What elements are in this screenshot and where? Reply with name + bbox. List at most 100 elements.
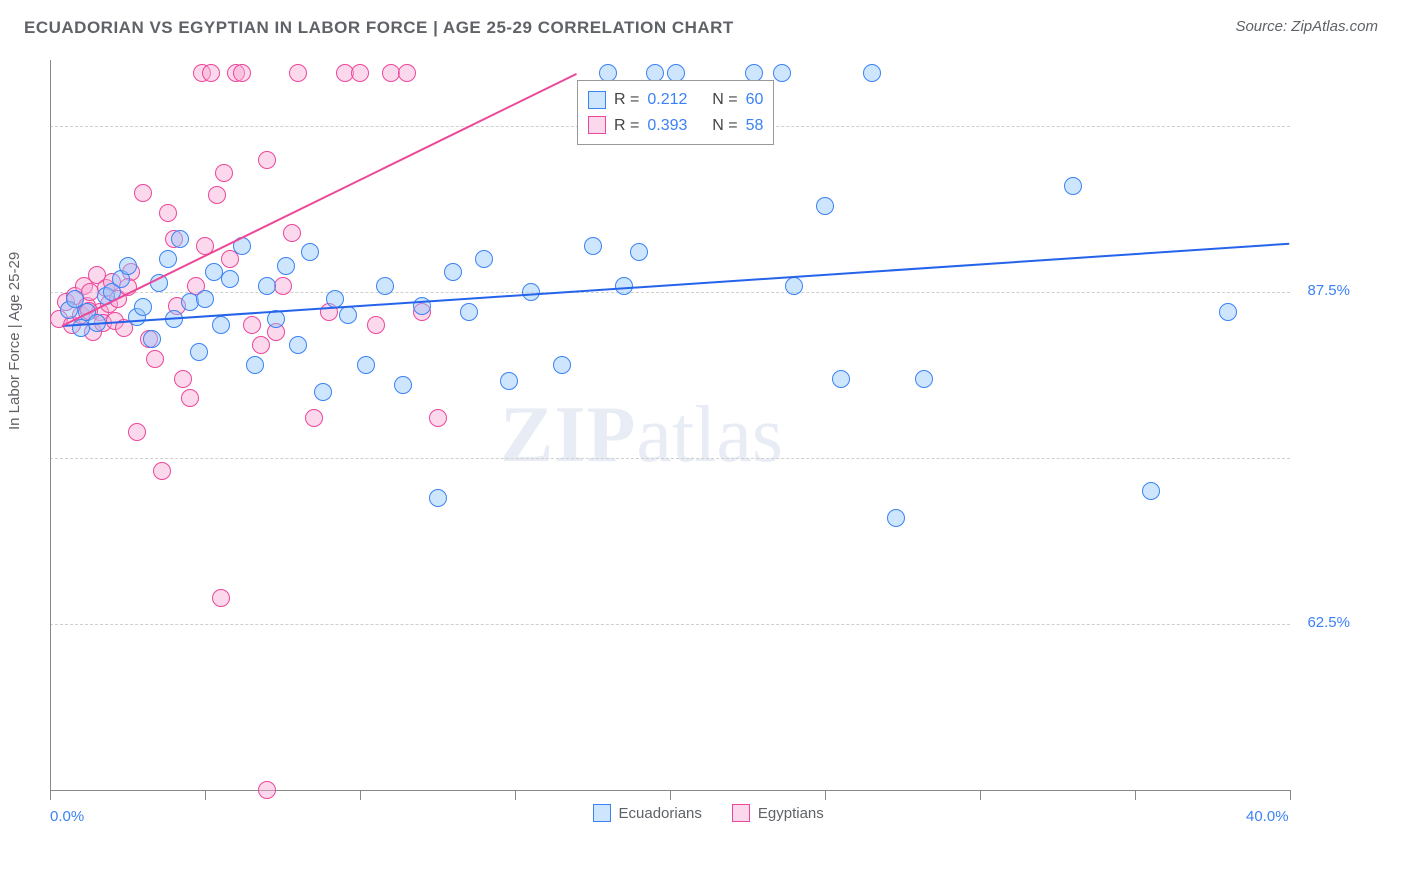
scatter-point — [233, 64, 251, 82]
legend-r-value: 0.212 — [647, 87, 687, 113]
scatter-point — [394, 376, 412, 394]
scatter-point — [1219, 303, 1237, 321]
x-tick-label: 40.0% — [1246, 808, 1289, 825]
scatter-point — [159, 204, 177, 222]
scatter-point — [500, 372, 518, 390]
legend-r-label: R = — [614, 113, 639, 139]
scatter-point — [1064, 177, 1082, 195]
scatter-point — [181, 389, 199, 407]
scatter-point — [376, 277, 394, 295]
scatter-point — [413, 297, 431, 315]
scatter-point — [339, 306, 357, 324]
bottom-legend-item: Ecuadorians — [593, 804, 702, 822]
legend-swatch — [588, 91, 606, 109]
legend-r-value: 0.393 — [647, 113, 687, 139]
scatter-point — [816, 197, 834, 215]
gridline-horizontal — [50, 458, 1290, 459]
scatter-point — [1142, 482, 1160, 500]
x-tick — [825, 790, 826, 800]
bottom-legend: Ecuadorians Egyptians — [593, 804, 824, 822]
scatter-point — [258, 151, 276, 169]
scatter-point — [134, 298, 152, 316]
chart-container: ECUADORIAN VS EGYPTIAN IN LABOR FORCE | … — [0, 0, 1406, 892]
legend-swatch — [593, 804, 611, 822]
scatter-point — [429, 489, 447, 507]
x-tick — [50, 790, 51, 800]
legend-n-value: 58 — [746, 113, 764, 139]
scatter-point — [221, 270, 239, 288]
scatter-point — [143, 330, 161, 348]
scatter-point — [887, 509, 905, 527]
scatter-point — [119, 257, 137, 275]
x-tick — [1290, 790, 1291, 800]
scatter-point — [202, 64, 220, 82]
legend-n-value: 60 — [746, 87, 764, 113]
scatter-point — [367, 316, 385, 334]
scatter-point — [171, 230, 189, 248]
scatter-point — [283, 224, 301, 242]
scatter-point — [553, 356, 571, 374]
y-tick-label: 87.5% — [1307, 282, 1350, 299]
watermark: ZIPatlas — [500, 390, 783, 481]
x-tick — [670, 790, 671, 800]
bottom-legend-item: Egyptians — [732, 804, 824, 822]
scatter-point — [153, 462, 171, 480]
legend-series-label: Egyptians — [758, 805, 824, 822]
stats-legend: R = 0.212 N = 60 R = 0.393 N = 58 — [577, 80, 774, 145]
scatter-point — [289, 336, 307, 354]
x-tick-label: 0.0% — [50, 808, 84, 825]
scatter-point — [277, 257, 295, 275]
scatter-point — [146, 350, 164, 368]
scatter-point — [314, 383, 332, 401]
plot-area: ZIPatlas 62.5% 87.5% 0.0% 40.0% R = 0.212 N =… — [50, 60, 1360, 830]
scatter-point — [159, 250, 177, 268]
scatter-point — [174, 370, 192, 388]
legend-n-label: N = — [712, 113, 737, 139]
scatter-point — [773, 64, 791, 82]
scatter-point — [460, 303, 478, 321]
scatter-point — [196, 290, 214, 308]
scatter-point — [212, 589, 230, 607]
scatter-point — [289, 64, 307, 82]
x-tick — [360, 790, 361, 800]
scatter-point — [134, 184, 152, 202]
scatter-point — [305, 409, 323, 427]
scatter-point — [630, 243, 648, 261]
gridline-horizontal — [50, 624, 1290, 625]
scatter-point — [258, 277, 276, 295]
scatter-point — [444, 263, 462, 281]
scatter-point — [190, 343, 208, 361]
scatter-point — [398, 64, 416, 82]
scatter-point — [274, 277, 292, 295]
legend-n-label: N = — [712, 87, 737, 113]
legend-swatch — [588, 116, 606, 134]
scatter-point — [584, 237, 602, 255]
x-tick — [1135, 790, 1136, 800]
watermark-atlas: atlas — [636, 391, 783, 479]
scatter-point — [258, 781, 276, 799]
watermark-zip: ZIP — [500, 391, 636, 479]
scatter-point — [246, 356, 264, 374]
chart-title: ECUADORIAN VS EGYPTIAN IN LABOR FORCE | … — [24, 18, 734, 38]
stats-legend-row: R = 0.393 N = 58 — [588, 113, 763, 139]
scatter-point — [615, 277, 633, 295]
legend-series-label: Ecuadorians — [619, 805, 702, 822]
scatter-point — [208, 186, 226, 204]
scatter-point — [915, 370, 933, 388]
stats-legend-row: R = 0.212 N = 60 — [588, 87, 763, 113]
scatter-point — [243, 316, 261, 334]
gridline-horizontal — [50, 292, 1290, 293]
scatter-point — [212, 316, 230, 334]
scatter-point — [128, 423, 146, 441]
legend-r-label: R = — [614, 87, 639, 113]
legend-swatch — [732, 804, 750, 822]
scatter-point — [357, 356, 375, 374]
scatter-point — [429, 409, 447, 427]
scatter-point — [215, 164, 233, 182]
y-axis-label: In Labor Force | Age 25-29 — [6, 252, 23, 430]
scatter-point — [301, 243, 319, 261]
scatter-point — [252, 336, 270, 354]
scatter-point — [351, 64, 369, 82]
y-tick-label: 62.5% — [1307, 614, 1350, 631]
x-tick — [980, 790, 981, 800]
